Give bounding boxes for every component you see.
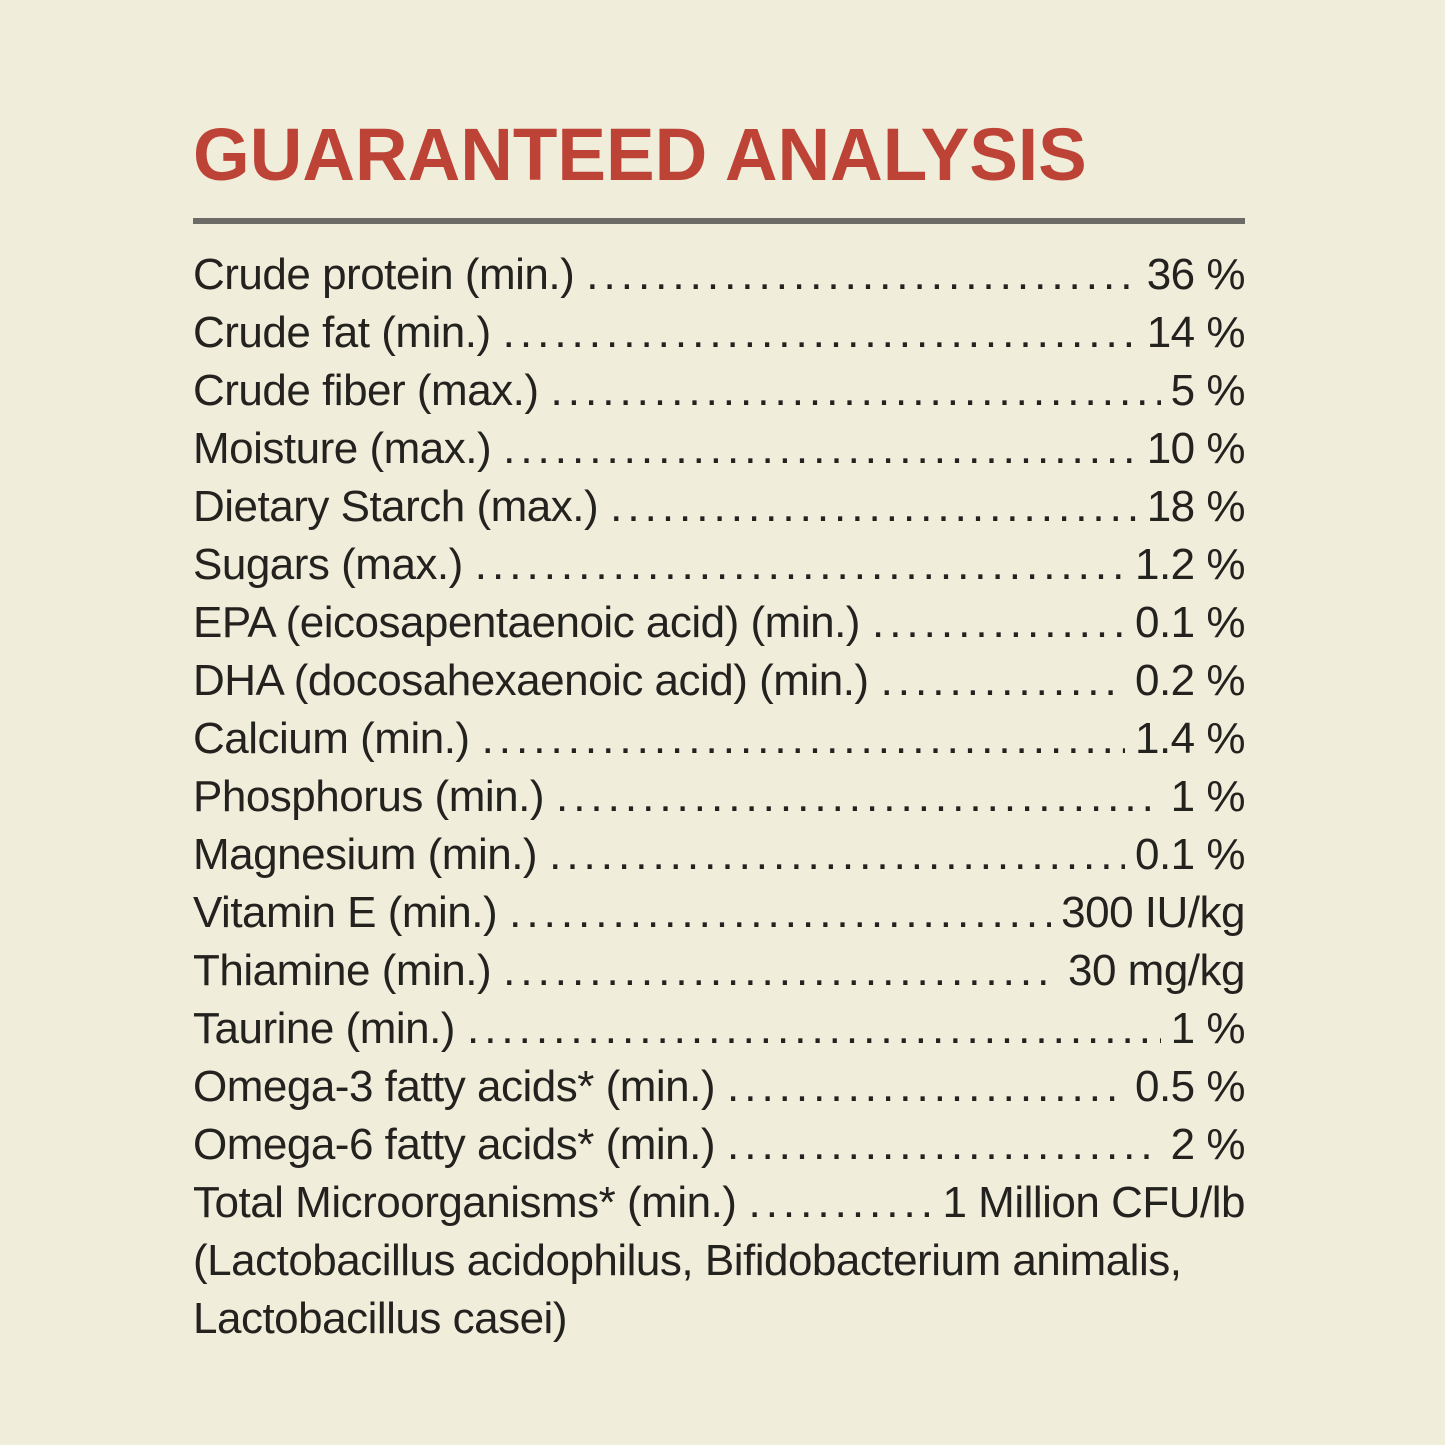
analysis-row: Vitamin E (min.) 300 IU/kg — [193, 884, 1245, 942]
nutrient-value: 14 % — [1146, 308, 1246, 357]
dot-leader — [475, 536, 1125, 594]
analysis-row: DHA (docosahexaenoic acid) (min.) 0.2 % — [193, 652, 1246, 710]
nutrient-value: 0.1 % — [1134, 598, 1246, 647]
analysis-row: Phosphorus (min.) 1 % — [193, 768, 1246, 826]
analysis-row: Thiamine (min.) 30 mg/kg — [193, 942, 1245, 1000]
nutrient-label: Crude fiber (max.) — [193, 366, 539, 415]
nutrient-value: 300 IU/kg — [1061, 888, 1245, 937]
analysis-row: EPA (eicosapentaenoic acid) (min.) 0.1 % — [193, 594, 1246, 652]
nutrient-value: 30 mg/kg — [1068, 946, 1245, 995]
analysis-row: Crude fiber (max.) 5 % — [193, 362, 1246, 420]
dot-leader — [503, 420, 1137, 478]
nutrient-label: Magnesium (min.) — [193, 830, 538, 879]
nutrient-value: 2 % — [1170, 1120, 1246, 1169]
dot-leader — [549, 826, 1125, 884]
nutrient-label: Crude fat (min.) — [193, 308, 491, 357]
dot-leader — [509, 884, 1051, 942]
nutrient-label: EPA (eicosapentaenoic acid) (min.) — [193, 598, 860, 647]
analysis-row: Total Microorganisms* (min.) 1 Million C… — [193, 1174, 1245, 1232]
dot-leader — [872, 594, 1125, 652]
nutrient-value: 10 % — [1146, 424, 1246, 473]
nutrient-label: Moisture (max.) — [193, 424, 492, 473]
microorganisms-footnote-line: Lactobacillus casei) — [193, 1294, 567, 1343]
analysis-row: Omega-6 fatty acids* (min.) 2 % — [193, 1116, 1246, 1174]
analysis-row: Taurine (min.) 1 % — [193, 1000, 1246, 1058]
dot-leader — [503, 304, 1137, 362]
analysis-row: Omega-3 fatty acids* (min.) 0.5 % — [193, 1058, 1246, 1116]
dot-leader — [610, 478, 1137, 536]
nutrient-label: Phosphorus (min.) — [193, 772, 544, 821]
dot-leader — [503, 942, 1058, 1000]
analysis-table: Crude protein (min.) 36 % Crude fat (min… — [193, 246, 1246, 1348]
analysis-row: Moisture (max.) 10 % — [193, 420, 1246, 478]
analysis-row: Crude protein (min.) 36 % — [193, 246, 1246, 304]
dot-leader — [467, 1000, 1161, 1058]
nutrient-label: Taurine (min.) — [193, 1004, 455, 1053]
nutrient-label: Total Microorganisms* (min.) — [193, 1178, 737, 1227]
nutrient-value: 0.1 % — [1134, 830, 1246, 879]
nutrient-value: 1.4 % — [1134, 714, 1246, 763]
nutrient-value: 1 % — [1170, 772, 1246, 821]
nutrient-label: Crude protein (min.) — [193, 250, 575, 299]
nutrient-label: DHA (docosahexaenoic acid) (min.) — [193, 656, 869, 705]
nutrient-value: 1 % — [1170, 1004, 1246, 1053]
nutrient-value: 0.5 % — [1134, 1062, 1246, 1111]
nutrient-value: 0.2 % — [1134, 656, 1246, 705]
nutrient-value: 18 % — [1146, 482, 1246, 531]
nutrient-label: Thiamine (min.) — [193, 946, 492, 995]
nutrient-value: 1 Million CFU/lb — [942, 1178, 1245, 1227]
nutrient-value: 5 % — [1170, 366, 1246, 415]
nutrient-value: 36 % — [1146, 250, 1246, 299]
nutrient-label: Calcium (min.) — [193, 714, 470, 763]
dot-leader — [556, 768, 1161, 826]
dot-leader — [727, 1116, 1161, 1174]
analysis-row: Crude fat (min.) 14 % — [193, 304, 1246, 362]
nutrient-label: Omega-3 fatty acids* (min.) — [193, 1062, 716, 1111]
analysis-row: Calcium (min.) 1.4 % — [193, 710, 1246, 768]
analysis-row: Sugars (max.) 1.2 % — [193, 536, 1246, 594]
nutrient-value: 1.2 % — [1134, 540, 1246, 589]
dot-leader — [482, 710, 1125, 768]
dot-leader — [881, 652, 1125, 710]
nutrient-label: Dietary Starch (max.) — [193, 482, 599, 531]
divider-rule — [193, 218, 1245, 224]
analysis-row: Magnesium (min.) 0.1 % — [193, 826, 1246, 884]
nutrient-label: Omega-6 fatty acids* (min.) — [193, 1120, 716, 1169]
guaranteed-analysis-panel: GUARANTEED ANALYSIS Crude protein (min.)… — [193, 113, 1246, 1348]
dot-leader — [586, 246, 1136, 304]
microorganisms-footnote-line: (Lactobacillus acidophilus, Bifidobacter… — [193, 1236, 1182, 1285]
page-title: GUARANTEED ANALYSIS — [193, 113, 1087, 196]
nutrient-label: Sugars (max.) — [193, 540, 463, 589]
dot-leader — [727, 1058, 1125, 1116]
analysis-row: Dietary Starch (max.) 18 % — [193, 478, 1246, 536]
dot-leader — [748, 1174, 932, 1232]
dot-leader — [551, 362, 1161, 420]
nutrient-label: Vitamin E (min.) — [193, 888, 498, 937]
